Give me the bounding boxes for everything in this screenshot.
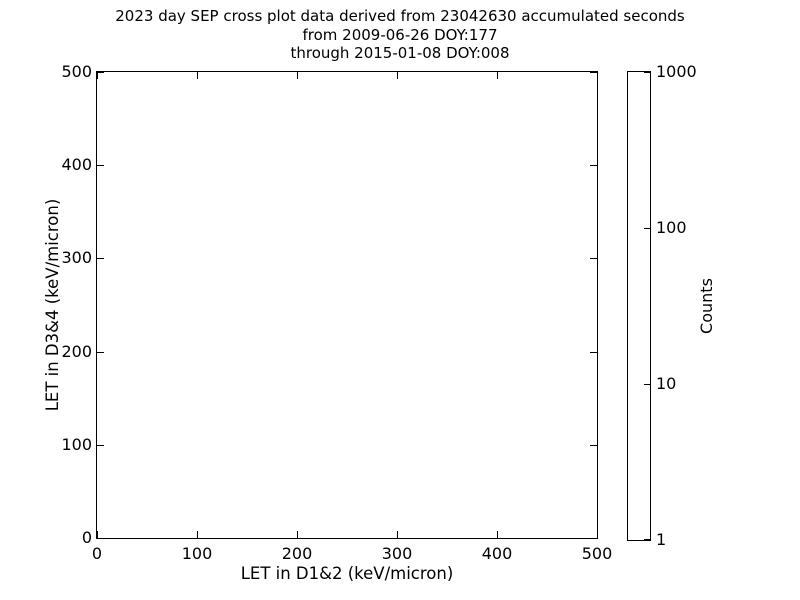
plot-frame (96, 71, 598, 539)
y-tick-left (97, 444, 104, 446)
colorbar-tick-label: 1 (656, 530, 667, 549)
y-tick-right (590, 351, 597, 353)
chart-subtitle-through: through 2015-01-08 DOY:008 (290, 44, 510, 62)
x-tick-bottom (597, 531, 598, 538)
colorbar-tick-label: 100 (656, 218, 687, 237)
chart-title: 2023 day SEP cross plot data derived fro… (115, 7, 685, 25)
y-tick-left (97, 351, 104, 353)
y-tick-label: 400 (61, 155, 92, 175)
y-tick-right (590, 444, 597, 446)
x-tick-bottom (497, 531, 498, 538)
colorbar-tick-label: 1000 (656, 62, 697, 81)
y-tick-left (97, 538, 104, 539)
y-tick-right (590, 72, 597, 73)
x-tick-label: 200 (281, 544, 313, 563)
x-tick-bottom (397, 531, 398, 538)
x-tick-label: 500 (581, 544, 613, 563)
y-tick-left (97, 72, 104, 73)
colorbar-tick (644, 539, 650, 540)
x-tick-bottom (197, 531, 198, 538)
x-tick-label: 300 (381, 544, 413, 563)
colorbar-tick (644, 72, 650, 73)
x-tick-top (397, 72, 398, 79)
y-tick-right (590, 538, 597, 539)
x-tick-bottom (297, 531, 298, 538)
chart-subtitle-from: from 2009-06-26 DOY:177 (302, 26, 498, 44)
x-tick-top (297, 72, 298, 79)
y-tick-label: 0 (81, 528, 92, 547)
x-tick-label: 100 (181, 544, 213, 563)
x-tick-bottom (97, 531, 98, 538)
x-tick-top (97, 72, 98, 79)
x-tick-top (497, 72, 498, 79)
y-tick-left (97, 165, 104, 167)
y-tick-label: 500 (61, 62, 92, 81)
x-tick-label: 0 (91, 544, 103, 563)
y-tick-left (97, 258, 104, 260)
y-tick-right (590, 165, 597, 167)
x-tick-top (197, 72, 198, 79)
y-tick-right (590, 258, 597, 260)
y-tick-label: 300 (61, 248, 92, 268)
colorbar-label: Counts (697, 278, 716, 334)
y-tick-label: 200 (61, 341, 92, 361)
colorbar-frame (627, 71, 651, 541)
x-axis-label: LET in D1&2 (keV/micron) (240, 564, 454, 583)
x-tick-label: 400 (481, 544, 513, 563)
x-tick-top (597, 72, 598, 79)
colorbar-tick-label: 10 (656, 374, 677, 393)
colorbar-tick (644, 384, 650, 385)
y-axis-label: LET in D3&4 (keV/micron) (43, 198, 62, 412)
colorbar-tick (644, 228, 650, 229)
y-tick-label: 100 (61, 434, 92, 454)
